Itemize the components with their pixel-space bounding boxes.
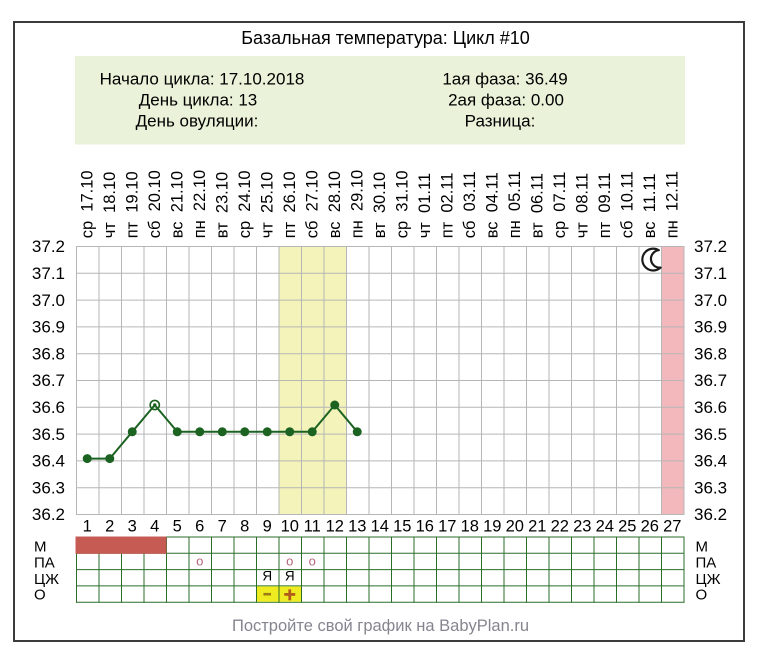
svg-text:вт 30.10: вт 30.10	[371, 172, 389, 238]
svg-text:День цикла: 13: День цикла: 13	[139, 91, 258, 110]
svg-text:36.5: 36.5	[32, 425, 65, 444]
svg-text:4: 4	[150, 518, 159, 536]
svg-text:чт 25.10: чт 25.10	[258, 172, 276, 239]
svg-text:ср 17.10: ср 17.10	[78, 170, 96, 238]
svg-text:вт 06.11: вт 06.11	[528, 173, 546, 238]
svg-text:ЦЖ: ЦЖ	[696, 571, 721, 588]
svg-text:ср 24.10: ср 24.10	[236, 170, 254, 238]
svg-text:3: 3	[128, 518, 137, 536]
svg-text:о: о	[309, 554, 316, 569]
svg-text:10: 10	[281, 518, 299, 536]
svg-text:о: о	[286, 554, 293, 569]
svg-text:36.8: 36.8	[694, 344, 727, 363]
svg-text:22: 22	[551, 518, 569, 536]
svg-text:2: 2	[105, 518, 114, 536]
svg-text:11: 11	[304, 518, 321, 536]
svg-text:36.6: 36.6	[32, 398, 65, 417]
svg-text:5: 5	[173, 518, 182, 536]
svg-text:чт 08.11: чт 08.11	[573, 173, 591, 238]
svg-text:пт 26.10: пт 26.10	[281, 171, 299, 238]
svg-text:21: 21	[528, 518, 546, 536]
svg-text:пн 12.11: пн 12.11	[663, 171, 681, 238]
svg-text:М: М	[34, 539, 47, 556]
svg-text:вс 28.10: вс 28.10	[326, 171, 344, 238]
svg-text:о: о	[196, 554, 203, 569]
svg-text:Базальная температура: Цикл #1: Базальная температура: Цикл #10	[241, 28, 530, 48]
svg-text:Постройте свой график на BabyP: Постройте свой график на BabyPlan.ru	[232, 617, 529, 635]
svg-text:19: 19	[483, 518, 501, 536]
svg-text:пн 29.10: пн 29.10	[348, 170, 366, 239]
svg-text:Я: Я	[262, 569, 272, 584]
svg-text:ср 07.11: ср 07.11	[551, 172, 569, 239]
svg-text:26: 26	[641, 518, 659, 536]
svg-text:7: 7	[218, 518, 227, 536]
svg-text:пт 09.11: пт 09.11	[596, 173, 614, 239]
svg-text:16: 16	[416, 518, 434, 536]
svg-text:2ая фаза: 0.00: 2ая фаза: 0.00	[448, 91, 564, 110]
svg-text:36.3: 36.3	[694, 478, 727, 497]
svg-text:Я: Я	[285, 569, 295, 584]
svg-text:37.0: 37.0	[694, 291, 727, 310]
svg-text:37.1: 37.1	[694, 264, 727, 283]
svg-text:М: М	[696, 539, 709, 556]
svg-text:пн 05.11: пн 05.11	[506, 171, 524, 238]
svg-text:сб 20.10: сб 20.10	[146, 170, 164, 238]
svg-text:14: 14	[371, 518, 389, 536]
svg-text:36.9: 36.9	[694, 318, 727, 337]
svg-text:36.2: 36.2	[32, 505, 65, 524]
svg-text:37.0: 37.0	[32, 291, 65, 310]
svg-text:Разница:: Разница:	[465, 112, 536, 131]
svg-text:25: 25	[618, 518, 636, 536]
svg-text:вт 23.10: вт 23.10	[213, 172, 231, 238]
svg-text:пт 19.10: пт 19.10	[123, 171, 141, 238]
svg-text:ПА: ПА	[34, 555, 55, 572]
svg-text:О: О	[696, 587, 708, 604]
svg-text:37.2: 37.2	[32, 237, 65, 256]
svg-text:пт 02.11: пт 02.11	[438, 173, 456, 239]
svg-text:36.4: 36.4	[32, 452, 65, 471]
svg-text:ср 31.10: ср 31.10	[393, 170, 411, 238]
svg-text:18: 18	[461, 518, 479, 536]
svg-text:6: 6	[195, 518, 204, 536]
svg-text:13: 13	[348, 518, 366, 536]
svg-text:36.3: 36.3	[32, 478, 65, 497]
svg-text:20: 20	[506, 518, 524, 536]
svg-text:36.9: 36.9	[32, 318, 65, 337]
svg-text:О: О	[34, 587, 46, 604]
svg-text:сб 10.11: сб 10.11	[618, 171, 636, 238]
svg-text:36.4: 36.4	[694, 452, 727, 471]
svg-text:36.7: 36.7	[32, 371, 65, 390]
svg-text:27: 27	[663, 518, 681, 536]
svg-text:36.2: 36.2	[694, 505, 727, 524]
svg-text:1ая фаза: 36.49: 1ая фаза: 36.49	[442, 70, 567, 89]
svg-text:Начало цикла: 17.10.2018: Начало цикла: 17.10.2018	[100, 70, 305, 89]
svg-text:9: 9	[263, 518, 272, 536]
svg-text:1: 1	[83, 518, 92, 536]
svg-text:вс 11.11: вс 11.11	[641, 173, 659, 238]
svg-text:чт 01.11: чт 01.11	[416, 173, 434, 238]
svg-text:15: 15	[393, 518, 411, 536]
svg-text:36.8: 36.8	[32, 344, 65, 363]
svg-text:День овуляции:: День овуляции:	[136, 112, 259, 131]
svg-text:12: 12	[326, 518, 344, 536]
svg-text:ПА: ПА	[696, 555, 717, 572]
svg-text:24: 24	[596, 518, 614, 536]
svg-text:вс 04.11: вс 04.11	[483, 172, 501, 238]
svg-text:23: 23	[573, 518, 591, 536]
svg-text:чт 18.10: чт 18.10	[101, 172, 119, 239]
svg-text:сб 27.10: сб 27.10	[303, 170, 321, 238]
svg-text:36.5: 36.5	[694, 425, 727, 444]
svg-text:37.2: 37.2	[694, 237, 727, 256]
svg-text:пн 22.10: пн 22.10	[191, 170, 209, 239]
svg-text:ЦЖ: ЦЖ	[34, 571, 59, 588]
svg-text:37.1: 37.1	[32, 264, 65, 283]
svg-text:36.6: 36.6	[694, 398, 727, 417]
svg-text:вс 21.10: вс 21.10	[168, 171, 186, 238]
svg-text:17: 17	[438, 518, 456, 536]
svg-text:36.7: 36.7	[694, 371, 727, 390]
svg-text:8: 8	[240, 518, 249, 536]
svg-text:сб 03.11: сб 03.11	[461, 171, 479, 238]
